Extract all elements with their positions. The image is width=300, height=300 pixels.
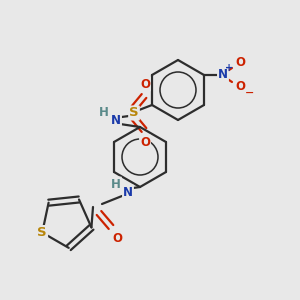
Text: −: − — [245, 88, 255, 98]
Text: N: N — [111, 115, 121, 128]
Text: +: + — [225, 63, 233, 73]
Text: O: O — [112, 232, 122, 244]
Text: N: N — [218, 68, 228, 82]
Text: O: O — [140, 77, 150, 91]
Text: H: H — [99, 106, 109, 119]
Text: O: O — [140, 136, 150, 148]
Text: O: O — [235, 56, 245, 68]
Text: S: S — [129, 106, 139, 119]
Text: H: H — [111, 178, 121, 190]
Text: N: N — [123, 185, 133, 199]
Text: O: O — [235, 80, 245, 94]
Text: S: S — [38, 226, 47, 239]
